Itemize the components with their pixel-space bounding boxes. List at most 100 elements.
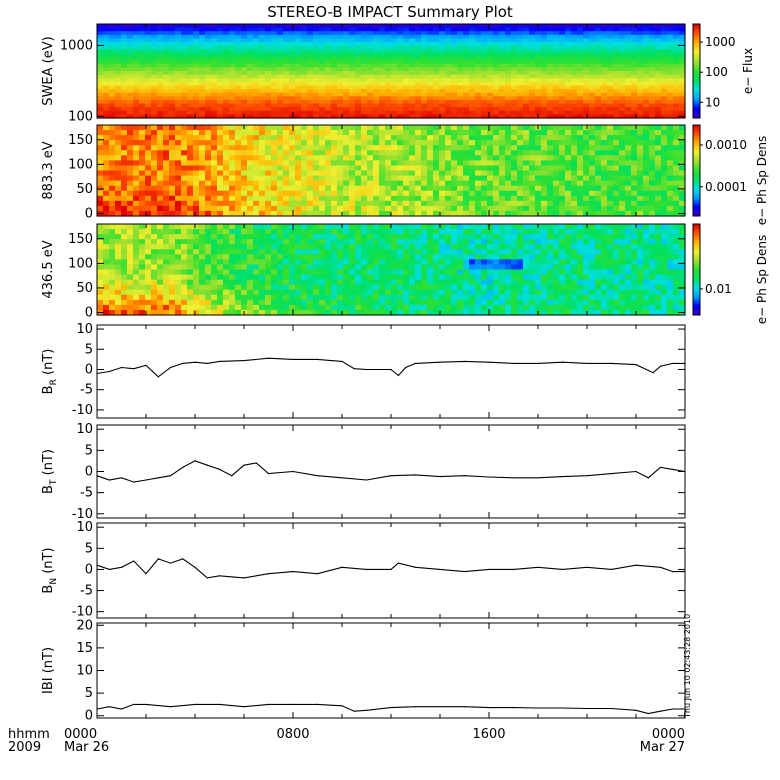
heat-cell <box>373 67 380 72</box>
heat-cell <box>121 234 128 240</box>
heat-cell <box>625 150 632 156</box>
heat-cell <box>199 244 206 250</box>
heat-cell <box>235 269 242 276</box>
heat-cell <box>595 103 602 108</box>
heat-cell <box>391 107 398 112</box>
heat-cell <box>97 180 104 187</box>
heat-cell <box>643 185 650 192</box>
heat-cell <box>121 239 128 245</box>
heat-cell <box>541 145 548 151</box>
heat-cell <box>649 170 656 177</box>
heat-cell <box>463 81 470 87</box>
heat-cell <box>253 274 260 281</box>
heat-cell <box>355 210 362 217</box>
heat-cell <box>541 160 548 167</box>
heat-cell <box>235 99 242 105</box>
heat-cell <box>97 67 104 72</box>
heat-cell <box>601 38 608 43</box>
heat-cell <box>529 67 536 72</box>
heat-cell <box>199 34 206 40</box>
heat-cell <box>457 160 464 167</box>
heat-cell <box>367 24 374 29</box>
heat-cell <box>463 190 470 197</box>
heat-cell <box>427 175 434 182</box>
heat-cell <box>325 125 332 131</box>
heat-cell <box>469 74 476 79</box>
heat-cell <box>355 125 362 131</box>
heat-cell <box>115 114 122 119</box>
heat-cell <box>157 284 164 291</box>
heat-cell <box>487 52 494 58</box>
heat-cell <box>427 52 434 58</box>
heat-cell <box>433 195 440 202</box>
heat-cell <box>151 155 158 161</box>
heat-cell <box>295 56 302 61</box>
heat-cell <box>595 180 602 187</box>
heat-cell <box>547 34 554 40</box>
heat-cell <box>295 96 302 101</box>
heat-cell <box>625 130 632 136</box>
heat-cell <box>103 52 110 58</box>
heat-cell <box>97 71 104 76</box>
heat-cell <box>451 107 458 112</box>
heat-cell <box>319 78 326 83</box>
heat-cell <box>613 180 620 187</box>
heat-cell <box>121 67 128 72</box>
heat-cell <box>631 49 638 54</box>
heat-cell <box>649 150 656 156</box>
heat-cell <box>643 210 650 217</box>
heat-cell <box>385 205 392 212</box>
heat-cell <box>145 264 152 271</box>
heat-cell <box>355 49 362 54</box>
heat-cell <box>469 71 476 76</box>
heat-cell <box>451 34 458 40</box>
heat-cell <box>541 200 548 207</box>
heat-cell <box>169 279 176 286</box>
heat-cell <box>259 274 266 281</box>
heat-cell <box>121 52 128 58</box>
heat-cell <box>643 107 650 112</box>
heat-cell <box>211 89 218 94</box>
heat-cell <box>229 229 236 235</box>
heat-cell <box>253 269 260 276</box>
heat-cell <box>283 160 290 167</box>
heat-cell <box>253 224 260 230</box>
heat-cell <box>571 130 578 136</box>
heat-cell <box>511 52 518 58</box>
heat-cell <box>163 52 170 58</box>
heat-cell <box>541 155 548 161</box>
heat-cell <box>271 145 278 151</box>
heat-cell <box>385 49 392 54</box>
heat-cell <box>535 89 542 94</box>
heat-cell <box>193 140 200 146</box>
heat-cell <box>169 165 176 172</box>
heat-cell <box>667 74 674 79</box>
heat-cell <box>463 31 470 36</box>
heat-cell <box>637 180 644 187</box>
heat-cell <box>625 155 632 161</box>
heat-cell <box>277 284 284 291</box>
heat-cell <box>343 170 350 177</box>
heat-cell <box>253 114 260 119</box>
heat-cell <box>511 78 518 83</box>
heat-cell <box>259 304 266 311</box>
y-tick-label: 100 <box>68 109 93 124</box>
heat-cell <box>313 150 320 156</box>
heat-cell <box>187 170 194 177</box>
heat-cell <box>109 27 116 32</box>
heat-cell <box>235 264 242 271</box>
heat-cell <box>295 140 302 146</box>
heat-cell <box>379 74 386 79</box>
heat-cell <box>343 56 350 61</box>
heat-cell <box>631 96 638 101</box>
heat-cell <box>445 103 452 108</box>
heat-cell <box>199 190 206 197</box>
heat-cell <box>643 45 650 50</box>
heat-cell <box>661 67 668 72</box>
heat-cell <box>361 195 368 202</box>
heat-cell <box>277 110 284 115</box>
heat-cell <box>271 125 278 131</box>
heat-cell <box>385 78 392 83</box>
heat-cell <box>337 71 344 76</box>
heat-cell <box>241 185 248 192</box>
